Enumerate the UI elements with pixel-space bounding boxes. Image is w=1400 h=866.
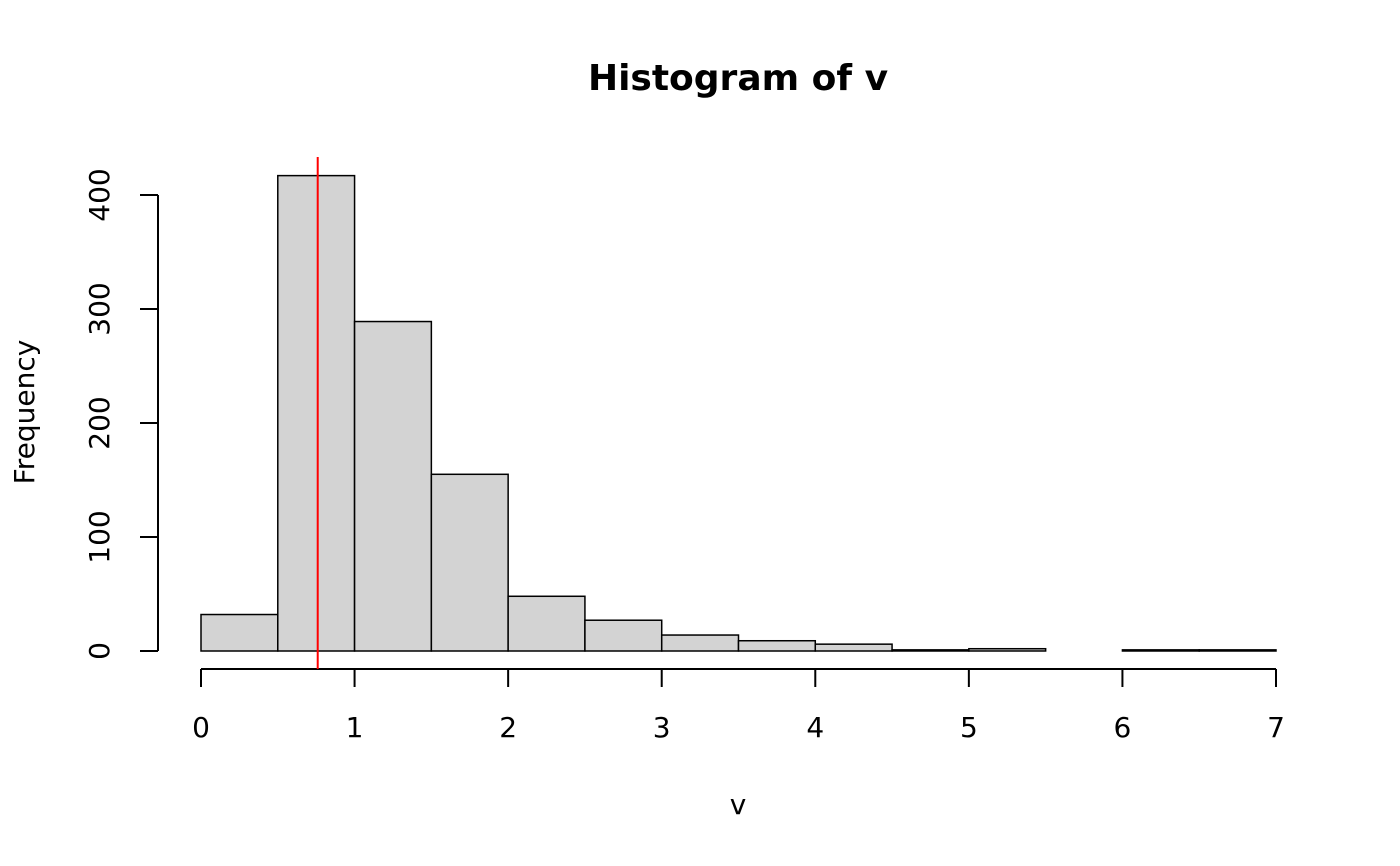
y-tick-label: 200 [83, 396, 116, 449]
histogram-bar [968, 647, 1047, 652]
x-axis-label: v [730, 788, 747, 821]
histogram-bar [737, 639, 817, 652]
x-tick-label: 3 [653, 711, 671, 744]
x-tick-label: 2 [499, 711, 517, 744]
y-tick-label: 0 [83, 642, 116, 660]
histogram-bar [430, 473, 509, 652]
histogram-bar [814, 643, 893, 652]
histogram-bar [1121, 649, 1200, 652]
histogram-bar [200, 613, 279, 652]
histogram-bar [507, 595, 586, 652]
histogram-bar [353, 320, 433, 652]
histogram-bar [660, 634, 740, 652]
histogram-bar [584, 619, 663, 652]
x-tick-label: 0 [192, 711, 210, 744]
y-tick-label: 400 [83, 168, 116, 221]
x-tick-label: 1 [346, 711, 364, 744]
histogram-bar [1198, 649, 1277, 652]
y-axis-label: Frequency [8, 340, 41, 485]
x-tick-label: 4 [806, 711, 824, 744]
chart-title: Histogram of v [588, 58, 888, 99]
x-tick-label: 6 [1114, 711, 1132, 744]
y-tick-label: 300 [83, 282, 116, 335]
x-tick-label: 7 [1267, 711, 1285, 744]
y-tick-label: 100 [83, 510, 116, 563]
histogram-bar [891, 649, 970, 652]
x-tick-label: 5 [960, 711, 978, 744]
histogram-bar [277, 174, 356, 652]
